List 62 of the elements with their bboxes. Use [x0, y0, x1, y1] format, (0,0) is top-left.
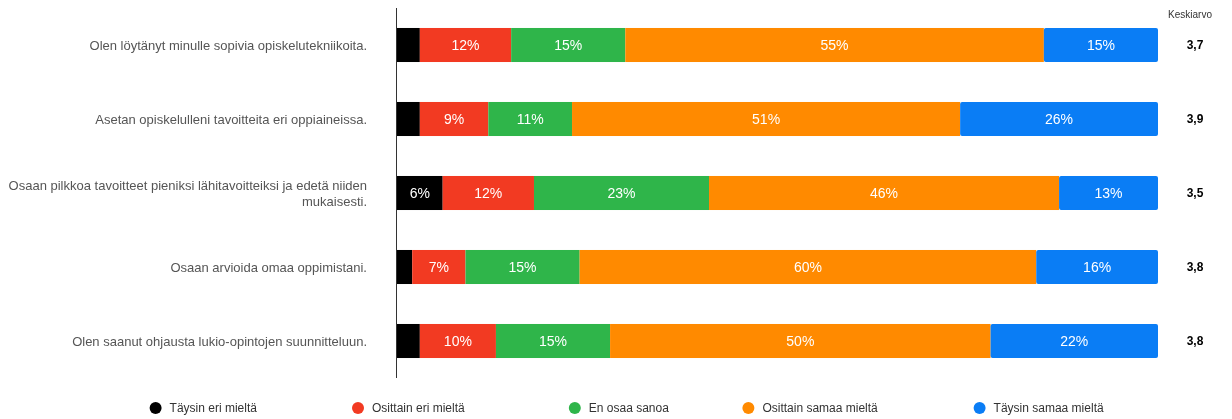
data-label: 22% [1060, 332, 1089, 349]
bar [397, 249, 413, 285]
bar [709, 175, 1060, 211]
legend-label: Täysin samaa mieltä [993, 401, 1104, 416]
bar [397, 323, 420, 359]
y-tick-label: Osaan pilkkoa tavoitteet pieniksi lähitavoitteiksi ja edetä niiden mukaisesti. [8, 177, 367, 209]
legend-label: Osittain samaa mieltä [762, 401, 879, 416]
bar [397, 175, 443, 211]
data-label: 6% [409, 184, 430, 201]
bar [1043, 27, 1158, 63]
bar [412, 249, 466, 285]
bar [419, 101, 489, 137]
data-label: 26% [1045, 110, 1074, 127]
bar [579, 249, 1037, 285]
bar [465, 249, 580, 285]
bar [625, 27, 1044, 63]
data-label: 15% [1086, 36, 1115, 53]
data-label: 16% [1083, 258, 1112, 275]
bar [397, 101, 420, 137]
data-label: 15% [538, 332, 568, 349]
bar [442, 175, 534, 211]
data-label: 60% [793, 258, 822, 275]
y-tick-label: Asetan opiskelulleni tavoitteita eri oppiaineissa. [95, 111, 367, 127]
bar [1036, 249, 1158, 285]
bar [572, 101, 961, 137]
bar [610, 323, 991, 359]
text: 3,8 [1186, 334, 1204, 349]
y-tick-label: Olen löytänyt minulle sopivia opiskelutekniikoita. [89, 37, 367, 53]
data-label: 15% [554, 36, 583, 53]
bar [488, 101, 573, 137]
text: 3,5 [1186, 186, 1204, 201]
data-label: 9% [443, 110, 465, 127]
y-tick-label: Osaan arvioida omaa oppimistani. [170, 259, 367, 275]
data-label: 7% [428, 258, 449, 275]
data-label: 13% [1094, 184, 1123, 201]
bar [533, 175, 710, 211]
bar [1059, 175, 1158, 211]
bar [397, 27, 420, 63]
bar [495, 323, 611, 359]
text: Keskiarvo [1168, 9, 1213, 20]
data-label: 46% [870, 184, 899, 201]
bar [419, 323, 496, 359]
data-label: 15% [508, 258, 537, 275]
text: 3,8 [1186, 260, 1204, 275]
data-label: 11% [516, 110, 544, 127]
data-label: 12% [451, 36, 480, 53]
data-label: 55% [820, 36, 849, 53]
legend-label: Täysin eri mieltä [169, 401, 258, 416]
bar [990, 323, 1158, 359]
bar [419, 27, 512, 63]
bar [511, 27, 626, 63]
data-label: 51% [752, 110, 781, 127]
text: 3,7 [1186, 38, 1204, 53]
data-label: 23% [607, 184, 636, 201]
data-label: 12% [474, 184, 503, 201]
bar [960, 101, 1158, 137]
y-tick-label: Olen saanut ohjausta lukio-opintojen suunnitteluun. [72, 333, 367, 349]
legend-label: Osittain eri mieltä [372, 401, 466, 416]
data-label: 50% [786, 332, 815, 349]
text: 3,9 [1186, 112, 1204, 127]
legend-label: En osaa sanoa [588, 401, 670, 416]
data-label: 10% [443, 332, 472, 349]
